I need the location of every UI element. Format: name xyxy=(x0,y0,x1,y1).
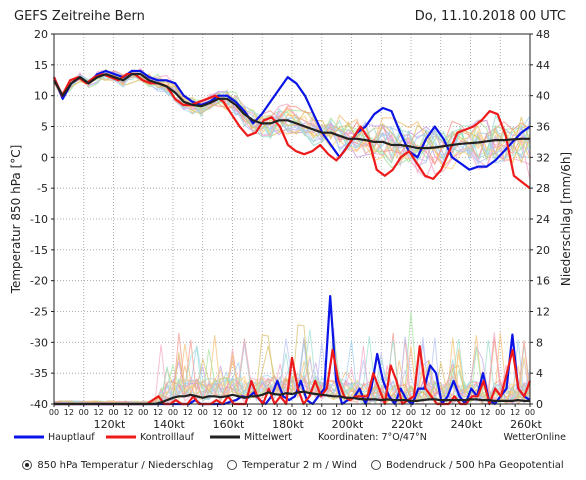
ensemble-temperature-line xyxy=(53,70,531,166)
x-tick-label: 00 xyxy=(108,408,118,417)
radio-850hpa-temp-precip[interactable]: 850 hPa Temperatur / Niederschlag xyxy=(22,454,213,476)
y-tick-right: 32 xyxy=(536,151,550,164)
forecast-chart: GEFS Zeitreihe Bern Do, 11.10.2018 00 UT… xyxy=(9,9,573,443)
x-kt-label: 200kt xyxy=(332,418,364,431)
radio-pressure-label: Bodendruck / 500 hPa Geopotential xyxy=(386,459,564,471)
x-tick-label: 00 xyxy=(346,408,356,417)
y-tick-right: 28 xyxy=(536,182,550,195)
legend-label-hauptlauf: Hauptlauf xyxy=(48,432,95,443)
y-tick-left: -20 xyxy=(30,275,48,288)
y-tick-left: -35 xyxy=(30,367,48,380)
x-tick-label: 12 xyxy=(302,408,312,417)
y-tick-left: -10 xyxy=(30,213,48,226)
x-tick-label: 12 xyxy=(242,408,252,417)
y-tick-left: 20 xyxy=(34,28,48,41)
x-tick-label: 12 xyxy=(64,408,74,417)
x-tick-label: 00 xyxy=(198,408,208,417)
y-tick-right: 44 xyxy=(536,59,550,72)
chart-title: GEFS Zeitreihe Bern xyxy=(14,9,145,24)
coordinates-label: Koordinaten: 7°O/47°N xyxy=(318,432,427,443)
x-tick-label: 12 xyxy=(213,408,223,417)
y-tick-left: -30 xyxy=(30,336,48,349)
y-tick-right: 4 xyxy=(536,367,543,380)
series-hauptlauf-temperature xyxy=(52,69,531,171)
radio-temp-2m-indicator[interactable] xyxy=(227,460,238,470)
x-kt-label: 260kt xyxy=(510,418,542,431)
x-axis-ticks: 00 12 00 12 00 12 00 12 00 12 00 12 00 12 00 12 00 12 00 12… xyxy=(49,404,543,431)
x-tick-label: 12 xyxy=(451,408,461,417)
x-kt-label: 120kt xyxy=(94,418,126,431)
legend-label-mittelwert: Mittelwert xyxy=(244,432,292,443)
radio-temp-2m-label: Temperatur 2 m / Wind xyxy=(242,459,358,471)
source-label: WetterOnline xyxy=(503,432,566,443)
radio-850hpa-label: 850 hPa Temperatur / Niederschlag xyxy=(37,459,214,471)
y-tick-right: 8 xyxy=(536,336,543,349)
x-tick-label: 00 xyxy=(79,408,89,417)
x-tick-label: 00 xyxy=(495,408,505,417)
x-tick-label: 00 xyxy=(406,408,416,417)
x-tick-label: 12 xyxy=(361,408,371,417)
y-axis-ticks: 20151050-5-10-15-20-25-30-35-40484440363… xyxy=(30,28,550,411)
y-tick-left: 10 xyxy=(34,90,48,103)
x-tick-label: 00 xyxy=(376,408,386,417)
x-tick-label: 00 xyxy=(287,408,297,417)
y-axis-label-left: Temperatur 850 hPa [°C] xyxy=(9,145,23,295)
y-tick-right: 12 xyxy=(536,306,550,319)
radio-pressure-geopotential[interactable]: Bodendruck / 500 hPa Geopotential xyxy=(371,454,564,476)
x-tick-label: 12 xyxy=(153,408,163,417)
x-tick-label: 12 xyxy=(421,408,431,417)
x-kt-label: 160kt xyxy=(213,418,245,431)
x-tick-label: 00 xyxy=(525,408,535,417)
x-tick-label: 00 xyxy=(465,408,475,417)
y-tick-right: 0 xyxy=(536,398,543,411)
x-tick-label: 12 xyxy=(480,408,490,417)
x-tick-label: 12 xyxy=(391,408,401,417)
x-tick-label: 12 xyxy=(510,408,520,417)
x-tick-label: 00 xyxy=(49,408,59,417)
grid xyxy=(54,33,530,405)
y-axis-label-right: Niederschlag [mm/6h] xyxy=(559,152,573,286)
y-tick-right: 20 xyxy=(536,244,550,257)
radio-temp-2m-wind[interactable]: Temperatur 2 m / Wind xyxy=(227,454,357,476)
x-tick-label: 12 xyxy=(183,408,193,417)
ensemble-temperature-line xyxy=(53,73,531,160)
series-mittelwert-temperature xyxy=(53,73,530,150)
x-tick-label: 00 xyxy=(227,408,237,417)
x-tick-label: 12 xyxy=(332,408,342,417)
radio-850hpa-indicator[interactable] xyxy=(22,460,33,470)
y-tick-left: 0 xyxy=(41,151,48,164)
x-kt-label: 180kt xyxy=(272,418,304,431)
y-tick-right: 36 xyxy=(536,121,550,134)
x-kt-label: 220kt xyxy=(391,418,423,431)
y-tick-left: -15 xyxy=(30,244,48,257)
chart-mode-selector: 850 hPa Temperatur / Niederschlag Temper… xyxy=(0,454,586,476)
y-tick-right: 48 xyxy=(536,28,550,41)
x-tick-label: 00 xyxy=(436,408,446,417)
legend-label-kontrolllauf: Kontrolllauf xyxy=(140,432,195,443)
x-tick-label: 00 xyxy=(168,408,178,417)
radio-pressure-indicator[interactable] xyxy=(371,460,382,470)
y-tick-left: -25 xyxy=(30,306,48,319)
x-tick-label: 12 xyxy=(94,408,104,417)
x-tick-label: 00 xyxy=(257,408,267,417)
x-kt-label: 140kt xyxy=(153,418,185,431)
x-tick-label: 00 xyxy=(317,408,327,417)
x-tick-label: 12 xyxy=(272,408,282,417)
y-tick-right: 40 xyxy=(536,90,550,103)
run-date: Do, 11.10.2018 00 UTC xyxy=(415,9,566,24)
y-tick-right: 16 xyxy=(536,275,550,288)
y-tick-left: -5 xyxy=(37,182,48,195)
y-tick-right: 24 xyxy=(536,213,550,226)
main-lines xyxy=(52,69,532,406)
y-tick-left: -40 xyxy=(30,398,48,411)
x-kt-label: 240kt xyxy=(451,418,483,431)
y-tick-left: 15 xyxy=(34,59,48,72)
y-tick-left: 5 xyxy=(41,121,48,134)
x-tick-label: 12 xyxy=(123,408,133,417)
x-tick-label: 00 xyxy=(138,408,148,417)
legend: Hauptlauf Kontrolllauf Mittelwert Koordi… xyxy=(14,432,566,443)
